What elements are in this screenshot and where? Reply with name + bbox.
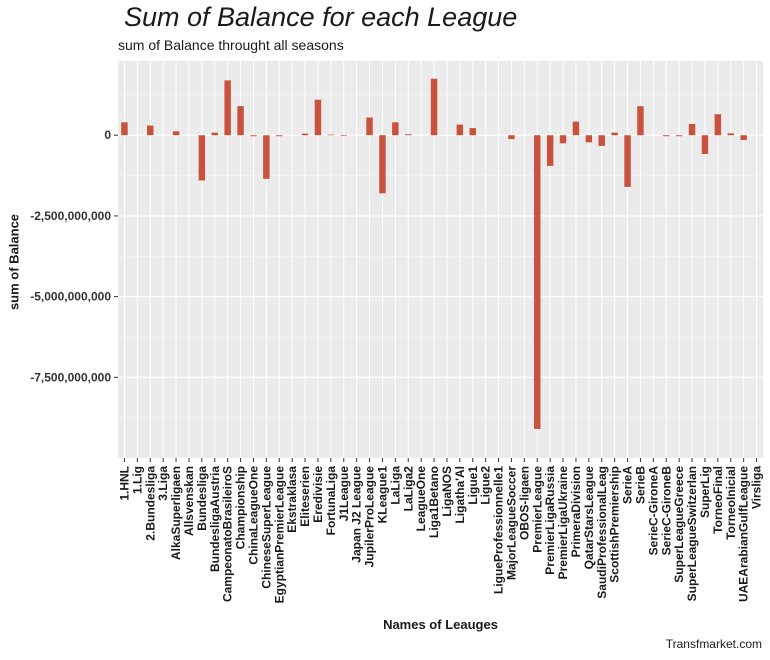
x-tick-label: SuperLeagueSwitzerlan	[685, 466, 699, 601]
bar	[147, 125, 154, 136]
x-tick-label: 3.Liga	[156, 466, 170, 501]
bar	[276, 135, 283, 137]
x-tick-label: Virsliga	[750, 466, 764, 509]
bar	[121, 122, 128, 136]
bar	[663, 135, 670, 137]
x-tick-label: CampeonatoBrasileiroS	[221, 466, 235, 602]
x-tick-label: QatarStarsLeague	[582, 466, 596, 570]
bar	[211, 132, 218, 136]
x-tick-label: Japan J2 League	[350, 466, 364, 563]
x-tick-label: ChineseSuperLeague	[259, 466, 273, 589]
bar	[456, 124, 464, 136]
bar	[469, 128, 476, 136]
x-tick-label: Eredivisie	[311, 466, 325, 523]
bar	[534, 135, 541, 429]
x-tick-label: 2.Bundesliga	[143, 466, 157, 541]
bar	[585, 135, 593, 143]
bar	[546, 135, 554, 166]
x-tick-label: PrimeraDivision	[569, 466, 583, 557]
x-tick-label: EgyptianPremierLeague	[272, 466, 286, 604]
x-tick-label: 1.HNL	[117, 466, 131, 501]
bar	[675, 135, 683, 137]
x-tick-label: Championship	[234, 466, 248, 549]
bar	[637, 106, 644, 136]
bar	[340, 135, 347, 136]
x-tick-label: SerieB	[633, 466, 647, 504]
bar	[727, 133, 734, 136]
x-tick-label: MajorLeagueSoccer	[504, 466, 518, 580]
y-tick-label: -5,000,000,000	[30, 290, 111, 304]
x-tick-label: ChinaLeagueOne	[246, 466, 260, 565]
x-tick-label: BundesligaAustria	[208, 466, 222, 572]
bar	[430, 78, 438, 136]
x-tick-label: Ligue1	[466, 466, 480, 505]
bar	[508, 135, 515, 140]
bar	[405, 134, 412, 136]
x-tick-label: Ligue2	[479, 466, 493, 505]
y-tick-label: -2,500,000,000	[30, 209, 111, 223]
bar	[559, 135, 567, 144]
x-tick-label: Liga1Betano	[427, 466, 441, 538]
x-tick-label: PremierLigaRussia	[543, 466, 557, 575]
x-tick-label: LeagueOne	[414, 466, 428, 532]
bar	[701, 135, 709, 154]
x-tick-label: SuperLeagueGreece	[672, 466, 686, 583]
bar	[224, 80, 231, 136]
x-tick-label: SaudiProfessionalLeag	[595, 466, 609, 599]
bar	[598, 135, 605, 146]
x-tick-label: OBOS-ligaen	[517, 466, 531, 540]
x-tick-label: LigaNOS	[440, 466, 454, 517]
x-tick-label: Bundesliga	[195, 466, 209, 531]
bar	[198, 135, 206, 181]
x-tick-label: PremierLigaUkraine	[556, 466, 570, 580]
x-tick-label: LigueProfessionnelle1	[492, 466, 506, 594]
x-tick-label: Eliteserien	[298, 466, 312, 527]
x-tick-label: 1.Lig	[130, 466, 144, 494]
bar	[714, 114, 722, 136]
chart-title: Sum of Balance for each League	[124, 2, 518, 32]
x-tick-label: SerieC-GironeA	[646, 466, 660, 556]
x-tick-label: Allsvenskan	[182, 466, 196, 536]
bar	[740, 135, 747, 141]
x-tick-label: KLeague1	[375, 466, 389, 524]
x-tick-label: AlkaSuperligaen	[169, 466, 183, 560]
source-caption: Transfmarket.com	[665, 637, 762, 651]
x-tick-label: LaLiga	[388, 466, 402, 505]
bar	[379, 135, 386, 194]
bar	[366, 117, 373, 136]
x-tick-label: LaLiga2	[401, 466, 415, 512]
x-tick-label: TorneoInicial	[724, 466, 738, 540]
bar	[237, 106, 244, 136]
x-tick-label: TorneoFinal	[711, 466, 725, 534]
bar	[172, 131, 180, 136]
x-tick-label: SuperLig	[698, 466, 712, 518]
bar	[688, 123, 696, 136]
bar	[263, 135, 270, 179]
bar	[624, 135, 631, 187]
x-axis-label: Names of Leauges	[383, 617, 498, 632]
x-tick-label: ScottishPremiership	[608, 466, 622, 583]
x-tick-label: Ekstraklasa	[285, 466, 299, 533]
x-tick-label: SerieA	[621, 466, 635, 504]
chart-subtitle: sum of Balance throught all seasons	[118, 37, 344, 53]
bar	[250, 135, 257, 137]
x-tick-label: UAEArabianGulfLeague	[737, 466, 751, 602]
bar	[572, 121, 580, 136]
bar	[392, 122, 399, 136]
x-tick-label: Ligatha'Al	[453, 466, 467, 524]
y-tick-label: -7,500,000,000	[30, 370, 111, 384]
x-tick-label: FortunaLiga	[324, 466, 338, 536]
bar	[327, 134, 335, 136]
x-tick-label: JupilerProLeague	[363, 466, 377, 568]
bar	[314, 99, 322, 136]
y-tick-label: 0	[104, 128, 111, 142]
x-tick-label: J1League	[337, 466, 351, 522]
bar	[301, 133, 309, 136]
bar	[611, 132, 618, 136]
x-tick-label: SerieC-GironeB	[659, 466, 673, 556]
x-tick-label: PremierLeague	[530, 466, 544, 553]
